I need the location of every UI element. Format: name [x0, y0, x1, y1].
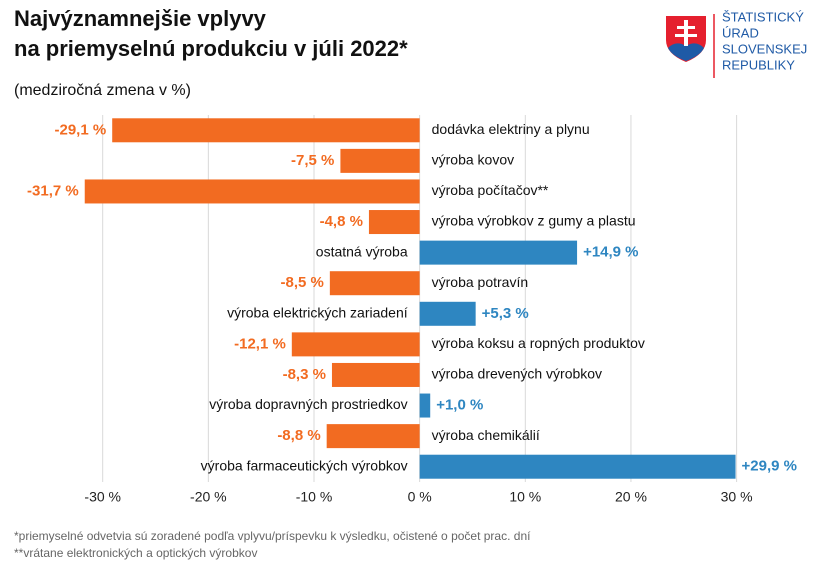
logo-cross — [675, 20, 697, 46]
logo — [666, 14, 715, 78]
value-label: -4,8 % — [320, 213, 363, 230]
category-label: výroba dopravných prostriedkov — [209, 396, 407, 412]
value-label: -12,1 % — [234, 335, 286, 352]
value-label: -31,7 % — [27, 182, 79, 199]
category-label: výroba počítačov** — [432, 182, 549, 198]
category-label: dodávka elektriny a plynu — [432, 121, 590, 137]
chart-title: Najvýznamnejšie vplyvy — [14, 6, 267, 31]
bar — [326, 424, 420, 449]
bar — [84, 179, 420, 204]
x-tick-label: 10 % — [509, 489, 541, 505]
value-label: -8,3 % — [283, 366, 326, 383]
category-label: výroba potravín — [432, 274, 529, 290]
bar — [331, 362, 420, 387]
bar — [340, 148, 420, 173]
category-label: výroba chemikálií — [432, 427, 540, 443]
value-label: +1,0 % — [436, 397, 483, 414]
chart-subtitle: (medziročná zmena v %) — [14, 82, 191, 99]
bar — [419, 240, 578, 265]
footnote: *priemyselné odvetvia sú zoradené podľa … — [14, 529, 531, 543]
logo-hills — [668, 43, 704, 61]
footnote: **vrátane elektronických a optických výr… — [14, 546, 257, 560]
bar — [419, 454, 736, 479]
bar — [419, 393, 431, 418]
logo-text: SLOVENSKEJ — [722, 41, 807, 56]
logo-text: ŠTATISTICKÝ — [722, 9, 804, 24]
category-label: výroba koksu a ropných produktov — [432, 335, 645, 351]
x-tick-label: 0 % — [408, 489, 432, 505]
x-tick-label: 30 % — [721, 489, 753, 505]
value-label: -7,5 % — [291, 152, 334, 169]
category-label: výroba elektrických zariadení — [227, 304, 408, 320]
x-tick-label: -10 % — [296, 489, 333, 505]
bar — [419, 301, 476, 326]
bar — [368, 210, 420, 235]
value-label: +14,9 % — [583, 244, 638, 261]
category-label: ostatná výroba — [316, 243, 408, 259]
logo-text: REPUBLIKY — [722, 57, 795, 72]
category-label: výroba drevených výrobkov — [432, 366, 602, 382]
logo-text: ÚRAD — [722, 25, 759, 40]
category-label: výroba kovov — [432, 152, 514, 168]
value-label: +5,3 % — [482, 305, 529, 322]
bar — [329, 271, 420, 296]
chart-title: na priemyselnú produkciu v júli 2022* — [14, 36, 408, 61]
value-label: +29,9 % — [742, 458, 797, 475]
value-label: -29,1 % — [55, 121, 107, 138]
bar — [112, 118, 420, 143]
x-tick-label: 20 % — [615, 489, 647, 505]
category-label: výroba farmaceutických výrobkov — [201, 457, 408, 473]
x-tick-label: -30 % — [84, 489, 121, 505]
x-tick-label: -20 % — [190, 489, 227, 505]
bar — [291, 332, 420, 357]
value-label: -8,8 % — [277, 427, 320, 444]
category-label: výroba výrobkov z gumy a plastu — [432, 213, 636, 229]
value-label: -8,5 % — [280, 274, 323, 291]
